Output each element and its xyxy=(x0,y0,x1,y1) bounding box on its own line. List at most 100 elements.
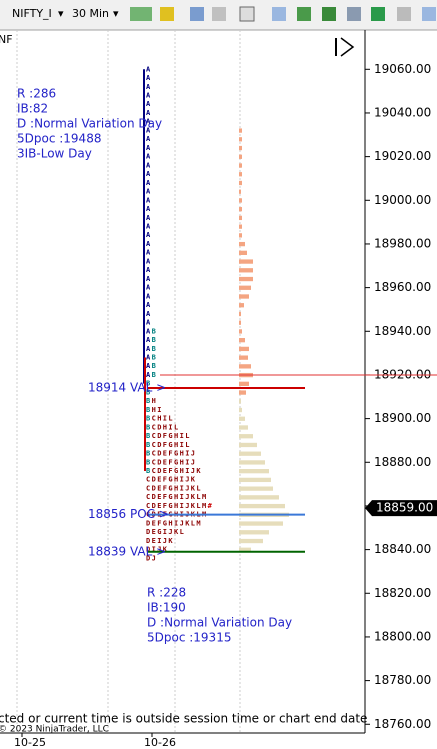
tpo-row: DEGIJKL xyxy=(146,528,184,536)
tpo-row: AB xyxy=(146,362,156,370)
tpo-row: BCDHIL xyxy=(146,423,178,431)
tpo-row: AB xyxy=(146,371,156,379)
tpo-row: A xyxy=(146,188,151,196)
tpo-row: BH xyxy=(146,397,156,405)
profile-bar xyxy=(239,486,273,491)
profile-bar xyxy=(239,460,265,465)
tpo-row: A xyxy=(146,118,151,126)
profile-bar xyxy=(239,250,247,255)
profile-bar xyxy=(239,434,253,439)
tpo-row: A xyxy=(146,222,151,230)
profile-bar xyxy=(239,442,257,448)
profile-bar xyxy=(239,215,242,221)
tpo-row: A xyxy=(146,170,151,178)
profile-bar xyxy=(239,198,242,203)
profile-bar xyxy=(239,338,245,343)
profile-bar xyxy=(239,425,248,430)
tpo-row: A xyxy=(146,266,151,274)
y-tick-label: 18760.00 xyxy=(374,717,431,731)
tpo-row: CDEFGHIJKLM# xyxy=(146,502,213,510)
tpo-row: BCDEFGHIJK xyxy=(146,467,201,475)
tpo-row: DJ xyxy=(146,554,156,562)
tpo-row: A xyxy=(146,153,151,161)
day-note: 5Dpoc :19488 xyxy=(17,132,101,146)
profile-bar xyxy=(239,207,242,212)
y-tick-label: 18820.00 xyxy=(374,586,431,600)
profile-bar xyxy=(239,547,251,552)
profile-bar xyxy=(239,346,249,352)
profile-bar xyxy=(239,128,242,133)
profile-bar xyxy=(239,276,253,282)
tpo-row: A xyxy=(146,83,151,91)
tpo-row: DEIJK xyxy=(146,537,173,545)
toolbar-icons[interactable] xyxy=(130,6,436,22)
profile-bar xyxy=(239,407,242,413)
tpo-row: A xyxy=(146,65,151,73)
tpo-row: BHI xyxy=(146,406,161,414)
profile-bar xyxy=(239,538,263,544)
profile-bar xyxy=(239,294,249,299)
y-tick-label: 18980.00 xyxy=(374,236,431,250)
day-note: R :228 xyxy=(147,586,186,600)
dropdown-arrow[interactable]: ▾ xyxy=(113,7,119,20)
dropdown-arrow[interactable]: ▾ xyxy=(58,7,64,20)
tpo-row: DIJK xyxy=(146,546,168,554)
profile-bar xyxy=(239,259,253,264)
profile-bar xyxy=(239,530,269,535)
profile-bar xyxy=(239,311,241,317)
instrument[interactable]: NIFTY_I xyxy=(12,7,52,20)
tpo-row: A xyxy=(146,231,151,239)
tpo-row: AB xyxy=(146,336,156,344)
profile-bar xyxy=(239,521,283,526)
profile-bar xyxy=(239,364,251,369)
y-tick-label: 19040.00 xyxy=(374,105,431,119)
last-price-label: 18859.00 xyxy=(376,501,433,515)
level-label: 18856 POC > xyxy=(88,507,169,521)
profile-bar xyxy=(239,329,242,334)
profile-bar xyxy=(239,399,241,404)
tpo-row: A xyxy=(146,319,151,327)
profile-bar xyxy=(239,451,261,456)
profile-bar xyxy=(239,285,251,290)
profile-bar xyxy=(239,355,248,360)
tpo-row: A xyxy=(146,214,151,222)
tpo-row: A xyxy=(146,310,151,318)
profile-bar xyxy=(239,477,271,483)
day-note: IB:190 xyxy=(147,601,186,615)
profile-bar xyxy=(239,469,269,474)
tpo-row: A xyxy=(146,144,151,152)
tpo-row: A xyxy=(146,284,151,292)
profile-bar xyxy=(239,381,249,386)
tpo-profile: AAAAAAAAAAAAAAAAAAAAAAAAAAAAAAABABABABAB… xyxy=(146,65,213,562)
last-price-marker xyxy=(365,500,437,517)
x-tick-label: 10-25 xyxy=(14,736,46,749)
y-tick-label: 18880.00 xyxy=(374,455,431,469)
tpo-row: A xyxy=(146,135,151,143)
collapse-button[interactable] xyxy=(335,37,355,57)
tpo-row: BCDFGHIL xyxy=(146,432,189,440)
tpo-row: A xyxy=(146,126,151,134)
tpo-row: A xyxy=(146,249,151,257)
profile-bar xyxy=(239,180,242,186)
profile-bar xyxy=(239,163,242,168)
tpo-row: A xyxy=(146,161,151,169)
tpo-row: A xyxy=(146,109,151,117)
interval[interactable]: 30 Min xyxy=(72,7,109,20)
tpo-row: BCDFGHIL xyxy=(146,441,189,449)
tpo-row: AB xyxy=(146,353,156,361)
footer-message: cted or current time is outside session … xyxy=(0,712,367,726)
y-tick-label: 19020.00 xyxy=(374,149,431,163)
tpo-row: A xyxy=(146,275,151,283)
y-tick-label: 18960.00 xyxy=(374,280,431,294)
y-tick-label: 18840.00 xyxy=(374,542,431,556)
tpo-row: B xyxy=(146,380,150,388)
tpo-row: AB xyxy=(146,345,156,353)
tpo-row: AB xyxy=(146,327,156,335)
profile-bar xyxy=(239,416,245,421)
y-tick-label: 18940.00 xyxy=(374,324,431,338)
tpo-row: BCDEFGHIJ xyxy=(146,458,195,466)
profile-bar xyxy=(239,268,253,273)
level-label: 18914 VAL > xyxy=(88,381,166,395)
